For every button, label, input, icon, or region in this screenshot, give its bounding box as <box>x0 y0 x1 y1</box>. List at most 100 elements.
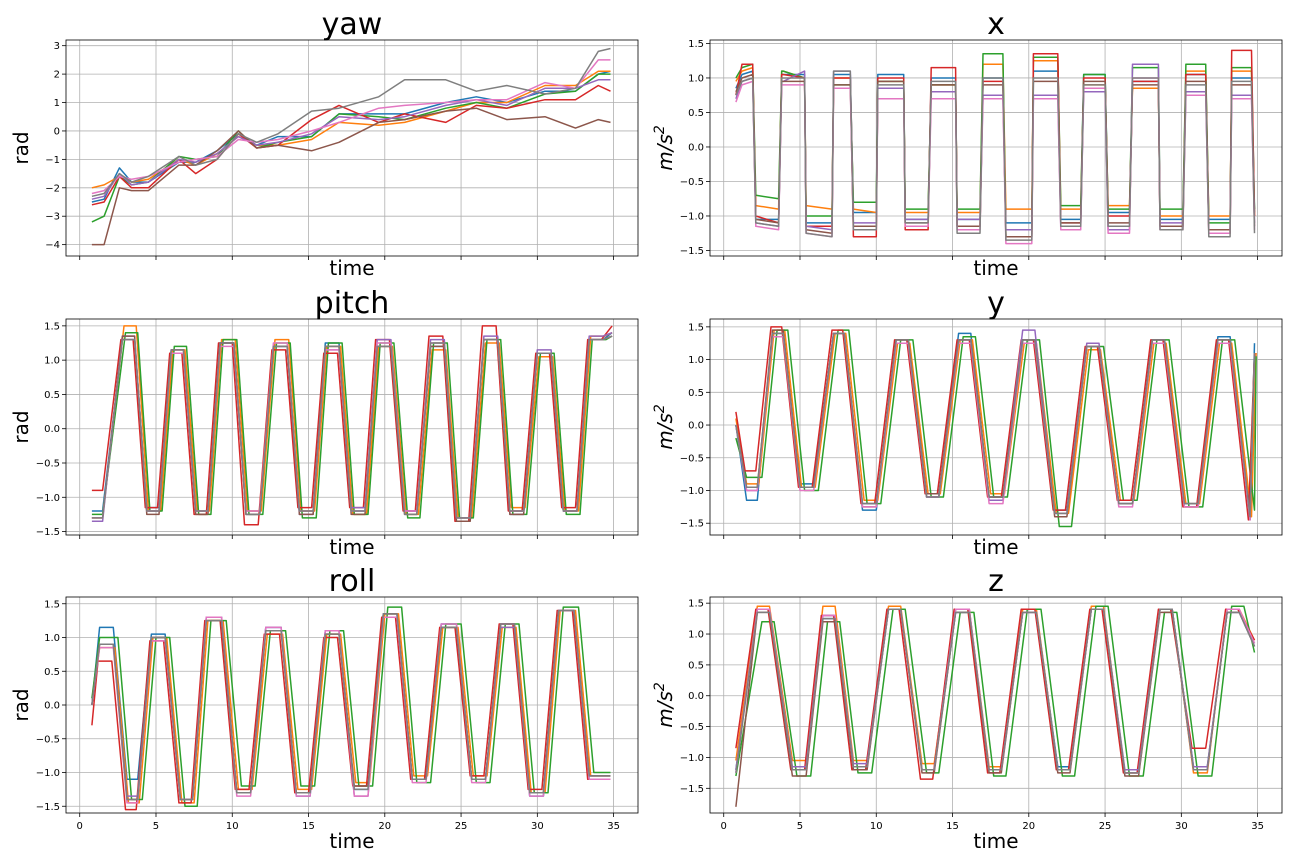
yaw-ytick-label-3: −1 <box>45 155 60 166</box>
z-series-5 <box>735 608 1256 807</box>
y-series-group <box>735 326 1257 528</box>
yaw-series-7 <box>91 47 611 198</box>
pitch-series-7 <box>91 335 613 519</box>
roll-ytick-label-0: −1.5 <box>36 802 60 813</box>
z-xtick-label-1: 5 <box>797 821 803 832</box>
z-xtick-label-2: 10 <box>870 821 883 832</box>
y-ylabel: m/s2 <box>652 404 677 450</box>
x-series-7 <box>735 70 1256 241</box>
z-ytick-label-4: 0.5 <box>688 660 704 671</box>
roll-xtick-label-2: 10 <box>226 821 239 832</box>
yaw-axes-frame <box>65 39 639 257</box>
x-ytick-label-3: 0.0 <box>688 142 704 153</box>
yaw-ytick-label-7: 3 <box>54 41 60 52</box>
z-ylabel: m/s2 <box>652 682 677 728</box>
roll-ytick-label-4: 0.5 <box>44 667 60 678</box>
z-ylabel-exp: 2 <box>652 682 668 691</box>
roll-series-2 <box>91 606 611 808</box>
y-ylabel-exp: 2 <box>652 404 668 413</box>
y-ytick-label-0: −1.5 <box>680 519 704 530</box>
yaw-ytick-label-2: −2 <box>45 183 60 194</box>
yaw-xlabel: time <box>329 256 374 280</box>
roll-xtick-label-4: 20 <box>378 821 391 832</box>
z-ytick-label-0: −1.5 <box>680 784 704 795</box>
yaw-series-4 <box>91 79 611 200</box>
z-panel: 0 5 10 15 20 25 30 35 −1.5 −1.0 −0.5 0.0 0.5 1.0 1.5 z t… <box>652 564 1283 853</box>
z-ylabel-main: m/s <box>653 691 677 728</box>
roll-xtick-label-7: 35 <box>607 821 620 832</box>
pitch-title: pitch <box>315 286 390 321</box>
pitch-xlabel: time <box>329 535 374 559</box>
y-series-7 <box>735 332 1256 518</box>
z-ytick-label-2: −0.5 <box>680 722 704 733</box>
yaw-series-group <box>91 47 611 246</box>
pitch-ytick-label-4: 0.5 <box>44 390 60 401</box>
yaw-ytick-label-6: 2 <box>54 70 60 81</box>
z-xtick-label-0: 0 <box>721 821 727 832</box>
pitch-ytick-label-6: 1.5 <box>44 321 60 332</box>
x-panel: −1.5 −1.0 −0.5 0.0 0.5 1.0 1.5 x time m/s2 <box>652 7 1283 280</box>
z-xtick-label-4: 20 <box>1022 821 1035 832</box>
pitch-series-group <box>91 325 613 526</box>
pitch-ytick-label-5: 1.0 <box>44 356 60 367</box>
z-xtick-label-3: 15 <box>946 821 959 832</box>
x-ytick-label-2: −0.5 <box>680 177 704 188</box>
y-ytick-label-5: 1.0 <box>688 355 704 366</box>
yaw-ytick-label-5: 1 <box>54 98 60 109</box>
roll-xtick-label-3: 15 <box>302 821 315 832</box>
x-ylabel: m/s2 <box>652 125 677 171</box>
pitch-ylabel: rad <box>9 410 33 443</box>
roll-title: roll <box>329 564 376 599</box>
y-ytick-label-3: 0.0 <box>688 421 704 432</box>
z-xlabel: time <box>973 829 1018 853</box>
roll-xtick-label-5: 25 <box>455 821 468 832</box>
pitch-ytick-label-0: −1.5 <box>36 527 60 538</box>
pitch-panel: −1.5 −1.0 −0.5 0.0 0.5 1.0 1.5 pitch time rad <box>9 286 639 559</box>
x-ytick-label-4: 0.5 <box>688 108 704 119</box>
x-ytick-label-1: −1.0 <box>680 211 704 222</box>
z-xtick-label-5: 25 <box>1099 821 1112 832</box>
pitch-ytick-label-1: −1.0 <box>36 493 60 504</box>
z-axes-frame <box>709 596 1283 814</box>
roll-ylabel: rad <box>9 688 33 721</box>
x-ytick-label-5: 1.0 <box>688 73 704 84</box>
z-ytick-label-1: −1.0 <box>680 753 704 764</box>
yaw-grid <box>66 40 638 256</box>
y-ylabel-main: m/s <box>653 413 677 450</box>
roll-xtick-label-1: 5 <box>153 821 159 832</box>
yaw-panel: −4 −3 −2 −1 0 1 2 3 yaw time rad <box>9 7 639 280</box>
x-title: x <box>987 7 1005 42</box>
x-ylabel-main: m/s <box>653 134 677 171</box>
yaw-series-3 <box>91 84 611 206</box>
y-panel: −1.5 −1.0 −0.5 0.0 0.5 1.0 1.5 y time m/s2 <box>652 286 1283 559</box>
roll-series-1 <box>91 609 611 804</box>
y-ytick-label-2: −0.5 <box>680 453 704 464</box>
x-xlabel: time <box>973 256 1018 280</box>
yaw-series-6 <box>91 59 611 195</box>
pitch-ytick-label-3: 0.0 <box>44 424 60 435</box>
roll-ytick-label-5: 1.0 <box>44 633 60 644</box>
y-ytick-label-4: 0.5 <box>688 388 704 399</box>
roll-ytick-label-2: −0.5 <box>36 734 60 745</box>
y-axes-frame <box>709 318 1283 536</box>
pitch-axes-frame <box>65 318 639 536</box>
z-title: z <box>988 564 1004 599</box>
x-series-group <box>735 49 1256 245</box>
yaw-ytick-label-1: −3 <box>45 212 60 223</box>
roll-series-7 <box>91 609 611 801</box>
x-ylabel-exp: 2 <box>652 125 668 134</box>
y-title: y <box>987 286 1005 321</box>
z-ytick-label-3: 0.0 <box>688 691 704 702</box>
z-series-7 <box>735 608 1256 774</box>
roll-series-3 <box>91 609 611 811</box>
x-ytick-label-0: −1.5 <box>680 246 704 257</box>
roll-xlabel: time <box>329 829 374 853</box>
roll-xtick-label-0: 0 <box>77 821 83 832</box>
roll-ytick-label-6: 1.5 <box>44 599 60 610</box>
yaw-series-1 <box>91 70 611 189</box>
x-ytick-label-6: 1.5 <box>688 39 704 50</box>
x-axes-frame <box>709 39 1283 257</box>
z-xtick-label-7: 35 <box>1251 821 1264 832</box>
